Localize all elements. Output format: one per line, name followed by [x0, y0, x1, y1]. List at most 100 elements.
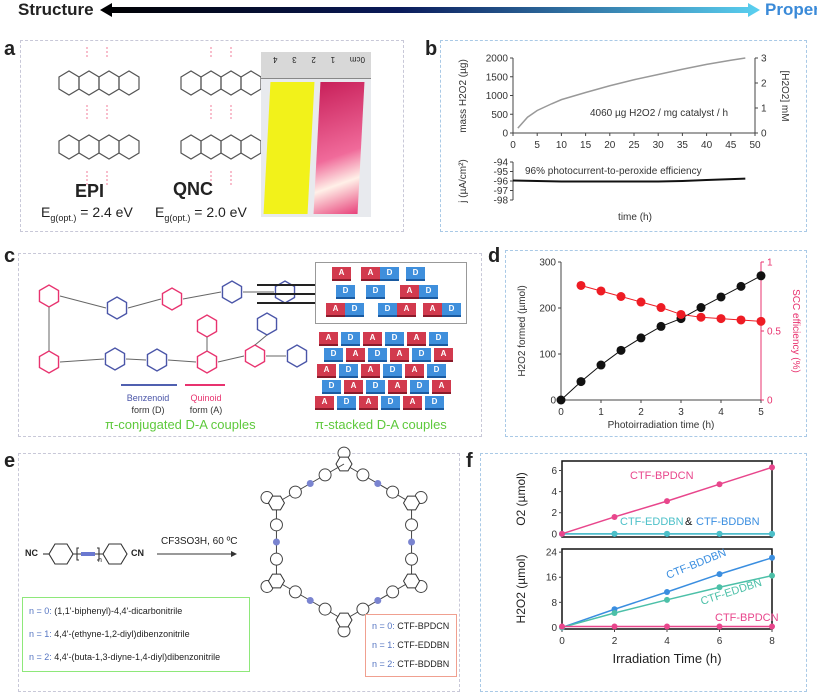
linker-unit	[374, 480, 382, 487]
d-data-point	[616, 345, 626, 355]
donor-tile: D	[385, 332, 404, 346]
x-tick-label: 4	[664, 636, 670, 647]
epi-label: EPI	[75, 181, 105, 201]
b-top-ylabel: mass H2O2 (µg)	[458, 59, 469, 133]
y2-tick-label: 0.5	[767, 327, 781, 338]
d-data-point	[596, 286, 606, 296]
phenyl-ring	[356, 468, 370, 482]
donor-tile: D	[337, 396, 356, 410]
product-list: n = 0: CTF-BPDCN n = 1: CTF-EDDBN n = 2:…	[365, 614, 457, 677]
linker-bond	[59, 358, 105, 363]
f-bottom-data-point	[769, 554, 775, 561]
benzenoid-ring	[286, 344, 308, 368]
acceptor-tile: A	[361, 364, 380, 378]
product-item: n = 0: CTF-BPDCN	[372, 617, 456, 636]
linker-bond	[217, 355, 245, 363]
f-top-label-bpdcn: CTF-BPDCN	[630, 470, 694, 482]
panel-label-e: e	[4, 450, 16, 472]
y-tick-label: 24	[546, 548, 558, 559]
gap-sub: g(opt.)	[164, 212, 191, 223]
d-data-point	[756, 271, 766, 281]
linker-unit	[306, 480, 314, 487]
y-tick-label: 2000	[486, 54, 509, 65]
panel-d	[505, 250, 807, 437]
plot-frame	[561, 460, 773, 538]
caption-pi-stacked: π-stacked D-A couples	[315, 417, 447, 432]
structure-property-arrow	[100, 3, 760, 17]
y-tick-label: 1500	[486, 72, 509, 83]
f-bottom-data-point	[611, 623, 618, 630]
donor-tile: D	[442, 303, 461, 317]
d-series-line	[560, 275, 762, 401]
y-tick-label: 300	[539, 258, 556, 269]
qnc-bandgap: Eg(opt.) = 2.0 eV	[155, 204, 247, 223]
panel-b	[440, 40, 807, 232]
donor-tile: D	[341, 332, 360, 346]
quinoid-label: Quinoid form (A)	[181, 392, 231, 416]
donor-tile: D	[412, 348, 431, 362]
ruler-tick: 0cm	[349, 55, 365, 64]
b-top-annotation: 4060 µg H2O2 / mg catalyst / h	[590, 108, 728, 119]
f-top-data-point	[664, 498, 670, 505]
x-tick-label: 2	[638, 407, 644, 418]
benzenoid-ring	[221, 280, 243, 304]
quinoid-ring	[196, 314, 218, 338]
linker-bond	[182, 291, 222, 300]
phenyl-ring	[356, 602, 370, 616]
donor-tile: D	[366, 380, 385, 394]
triazine-ring	[267, 495, 286, 511]
donor-tile: D	[410, 380, 429, 394]
x-tick-label: 45	[725, 140, 737, 151]
n-value: n = 0:	[29, 606, 52, 616]
f-top-data-point	[769, 464, 775, 471]
linker-unit	[306, 597, 314, 604]
f-xlabel: Irradiation Time (h)	[612, 651, 721, 666]
n-value: n = 1:	[372, 640, 395, 650]
quinoid-bracket	[185, 384, 225, 386]
d-data-point	[656, 321, 666, 331]
f-bottom-data-point	[769, 572, 775, 579]
acceptor-tile: A	[397, 303, 416, 317]
x-tick-label: 50	[749, 140, 761, 151]
d-data-point	[576, 377, 586, 387]
phenyl-ring	[405, 552, 419, 566]
d-xlabel: Photoirradiation time (h)	[608, 420, 715, 431]
x-tick-label: 3	[678, 407, 684, 418]
linker-bond	[127, 298, 162, 309]
x-tick-label: 0	[510, 140, 516, 151]
phenyl-ring	[269, 552, 283, 566]
linker-unit	[374, 597, 382, 604]
benzenoid-form: form (D)	[131, 405, 165, 415]
acceptor-tile: A	[319, 332, 338, 346]
f-top-data-point	[716, 481, 723, 488]
gap-symbol: E	[155, 204, 165, 220]
donor-tile: D	[383, 364, 402, 378]
nc-group: NC	[25, 548, 38, 558]
benzenoid-ring	[256, 312, 278, 336]
ruler-tick: 2	[311, 55, 316, 64]
equivalence-sign	[257, 284, 315, 304]
donor-tile: D	[366, 285, 385, 299]
x-tick-label: 30	[653, 140, 665, 151]
phenyl-ring	[288, 585, 302, 599]
panel-label-d: d	[488, 245, 501, 267]
monomer-name: 4,4'-(ethyne-1,2-diyl)dibenzonitrile	[54, 629, 190, 639]
y2-tick-label: 1	[767, 258, 773, 269]
f-top-data-point	[716, 530, 723, 537]
monomer-name: 4,4'-(buta-1,3-diyne-1,4-diyl)dibenzonit…	[54, 652, 221, 662]
quinoid-ring	[161, 287, 183, 311]
donor-tile: D	[345, 303, 364, 317]
f-top-label-bddbn: CTF-BDDBN	[696, 516, 760, 528]
f-top-label-eddbn: CTF-EDDBN	[620, 516, 684, 528]
benzenoid-ring	[104, 347, 126, 371]
quinoid-ring	[38, 284, 60, 308]
phenyl-ring	[405, 518, 419, 532]
product-item: n = 2: CTF-BDDBN	[372, 655, 456, 674]
benzenoid-label: Benzenoid form (D)	[119, 392, 177, 416]
d-data-point	[736, 315, 746, 325]
b-bottom-annotation: 96% photocurrent-to-peroxide efficiency	[525, 166, 702, 177]
y-tick-label: 1000	[486, 91, 509, 102]
acceptor-tile: A	[390, 348, 409, 362]
linker-bond	[125, 358, 147, 361]
